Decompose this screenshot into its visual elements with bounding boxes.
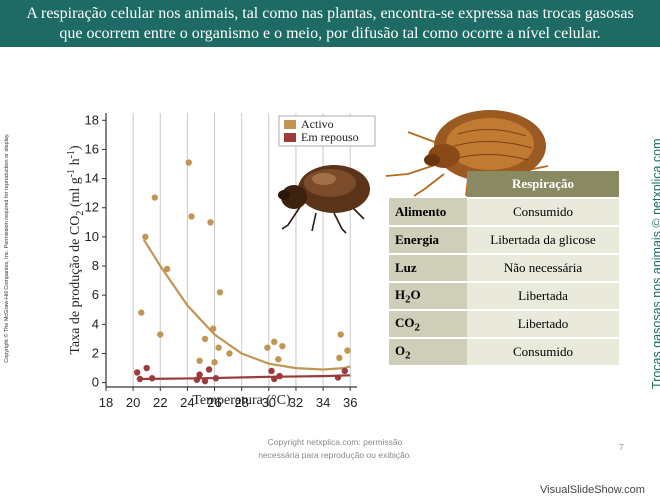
table-row: CO2 Libertado <box>389 310 619 339</box>
title-banner: A respiração celular nos animais, tal co… <box>0 0 660 47</box>
row-value: Consumido <box>467 338 619 367</box>
data-point <box>185 159 192 166</box>
legend-swatch <box>284 120 296 129</box>
table-header: Respiração <box>467 171 619 199</box>
data-point <box>142 233 149 241</box>
y-tick-label: 18 <box>85 112 99 127</box>
y-tick-label: 2 <box>92 345 99 360</box>
data-point <box>215 344 222 351</box>
table-row: Energia Libertada da glicose <box>389 226 619 255</box>
data-point <box>334 374 342 381</box>
data-point <box>188 213 195 220</box>
data-point <box>344 347 351 354</box>
y-tick-label: 10 <box>85 229 99 244</box>
table-row: O2 Consumido <box>389 338 619 367</box>
y-axis-label: Taxa de produção de CO2 (ml g-1 h-1) <box>66 145 86 355</box>
y-tick-label: 12 <box>85 200 99 215</box>
x-tick-label: 32 <box>289 395 303 410</box>
row-value: Libertada da glicose <box>467 226 619 255</box>
data-point <box>209 325 217 332</box>
y-tick-label: 0 <box>92 375 99 390</box>
x-tick-label: 36 <box>343 395 357 410</box>
data-point <box>196 371 203 378</box>
y-tick-label: 16 <box>85 141 99 156</box>
data-point <box>211 359 218 366</box>
banner-line-1: A respiração celular nos animais, tal co… <box>26 5 634 22</box>
data-point <box>271 375 278 383</box>
x-tick-label: 28 <box>234 395 248 410</box>
data-point <box>134 369 141 376</box>
y-tick-label: 4 <box>92 316 99 331</box>
footer-copyright: Copyright netxplica.com: permissão neces… <box>258 437 412 460</box>
trend-line-repouso <box>137 374 351 381</box>
y-tick-label: 8 <box>92 258 99 273</box>
y-tick-label: 14 <box>85 171 99 186</box>
legend-swatch <box>284 133 296 142</box>
respiration-table: Respiração Alimento Consumido Energia Li… <box>389 171 619 367</box>
x-tick-label: 26 <box>207 395 221 410</box>
legend-label: Activo <box>301 117 334 131</box>
x-tick-label: 22 <box>153 395 167 410</box>
x-tick-label: 24 <box>180 395 194 410</box>
data-point <box>136 375 144 383</box>
data-point <box>201 335 209 343</box>
row-label: Energia <box>389 226 467 255</box>
data-point <box>226 350 233 357</box>
data-point <box>216 289 224 296</box>
data-point <box>205 366 213 373</box>
beetle-icon <box>278 165 370 234</box>
row-label: O2 <box>389 338 467 367</box>
data-point <box>201 377 209 385</box>
table-row: H2O Libertada <box>389 282 619 311</box>
data-point <box>275 356 282 363</box>
data-point <box>138 309 145 316</box>
data-point <box>196 357 203 364</box>
data-point <box>336 354 343 362</box>
x-axis-label: Temperatura (°C) <box>192 393 291 408</box>
data-point <box>341 367 348 375</box>
data-point <box>163 265 171 273</box>
data-point <box>268 367 275 375</box>
data-point <box>207 219 214 226</box>
data-point <box>157 331 164 338</box>
row-label: CO2 <box>389 310 467 339</box>
x-tick-label: 20 <box>126 395 140 410</box>
row-label: H2O <box>389 282 467 311</box>
row-value: Libertado <box>467 310 619 339</box>
row-label: Luz <box>389 254 467 283</box>
data-point <box>193 376 201 383</box>
banner-line-2: que ocorrem entre o organismo e o meio, … <box>59 25 601 42</box>
x-tick-label: 30 <box>262 395 276 410</box>
x-tick-label: 18 <box>99 395 113 410</box>
row-value: Consumido <box>467 198 619 227</box>
table-row: Alimento Consumido <box>389 198 619 227</box>
row-value: Libertada <box>467 282 619 311</box>
data-point <box>337 331 344 338</box>
data-point <box>279 342 286 350</box>
table-row: Luz Não necessária <box>389 254 619 283</box>
data-point <box>148 375 156 382</box>
x-tick-label: 34 <box>316 395 330 410</box>
y-tick-label: 6 <box>92 287 99 302</box>
data-point <box>264 344 271 351</box>
watermark: VisualSlideShow.com <box>540 484 645 496</box>
page-number: 7 <box>619 443 624 452</box>
trend-line-activo <box>143 239 351 371</box>
data-point <box>276 372 283 380</box>
legend-label: Em repouso <box>301 130 359 144</box>
data-point <box>151 194 159 201</box>
data-point <box>212 375 220 382</box>
data-point <box>143 364 150 372</box>
row-value: Não necessária <box>467 254 619 283</box>
row-label: Alimento <box>389 198 467 227</box>
data-point <box>271 338 278 346</box>
